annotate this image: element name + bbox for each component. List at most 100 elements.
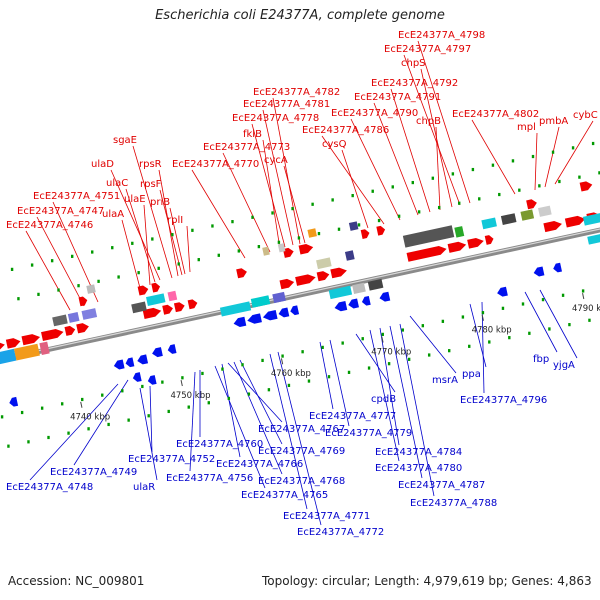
axis-tick xyxy=(381,336,384,343)
track-dot xyxy=(558,179,561,184)
reverse-gene-label: EcE24377A_4777 xyxy=(309,411,396,422)
feature-box-shape xyxy=(520,209,535,221)
track-dot xyxy=(81,397,84,402)
forward-gene xyxy=(162,304,173,315)
track-dot xyxy=(511,159,515,163)
forward-gene-shape xyxy=(137,285,149,296)
feature-box-shape xyxy=(367,278,384,291)
reverse-gene xyxy=(125,357,135,368)
forward-callout xyxy=(534,132,538,191)
forward-gene-shape xyxy=(295,274,316,286)
forward-gene xyxy=(76,323,89,334)
forward-gene xyxy=(279,278,295,290)
feature-box xyxy=(250,295,271,308)
track-dot xyxy=(241,363,244,367)
track-dot xyxy=(77,284,80,288)
feature-box-shape xyxy=(167,290,178,302)
track-dot xyxy=(127,418,130,422)
feature-box-shape xyxy=(402,225,455,248)
track-dot xyxy=(111,246,114,250)
forward-gene xyxy=(282,247,294,258)
reverse-gene-shape xyxy=(278,307,290,318)
track-dot xyxy=(327,375,331,379)
forward-gene-label: EcE24377A_4790 xyxy=(331,108,418,119)
feature-box xyxy=(316,257,332,270)
reverse-gene-label: EcE24377A_4771 xyxy=(283,511,370,522)
reverse-gene xyxy=(553,262,563,273)
forward-callout xyxy=(321,135,385,225)
track-dot xyxy=(311,202,314,206)
forward-gene xyxy=(298,244,314,255)
forward-callout xyxy=(373,102,419,216)
forward-callout xyxy=(341,149,369,229)
feature-box-shape xyxy=(39,341,50,356)
reverse-callout xyxy=(329,339,350,427)
forward-gene-label: pmbA xyxy=(539,116,568,127)
track-dot xyxy=(191,228,194,232)
track-dot xyxy=(391,185,394,189)
track-dot xyxy=(37,292,40,296)
track-dot xyxy=(321,345,324,349)
axis-tick-label: 4790 kbp xyxy=(572,304,600,314)
reverse-gene xyxy=(137,354,149,365)
feature-box xyxy=(52,314,68,327)
track-dot xyxy=(97,279,100,283)
forward-callout xyxy=(169,207,186,275)
reverse-gene xyxy=(278,307,290,318)
forward-callout xyxy=(390,88,431,213)
feature-box-shape xyxy=(316,257,332,270)
axis-tick xyxy=(481,314,484,321)
track-dot xyxy=(297,236,301,240)
track-dot xyxy=(591,141,595,146)
feature-box-shape xyxy=(146,293,166,306)
track-dot xyxy=(341,341,344,345)
track-dot xyxy=(231,220,234,224)
forward-gene xyxy=(41,329,64,341)
reverse-gene-shape xyxy=(132,372,142,382)
reverse-gene xyxy=(147,375,157,385)
track-dot xyxy=(237,249,241,253)
track-dot xyxy=(357,223,361,227)
feature-box xyxy=(454,226,465,238)
feature-box xyxy=(307,228,317,238)
reverse-gene-label: EcE24377A_4766 xyxy=(216,459,303,470)
track-dot xyxy=(40,406,44,410)
track-dot xyxy=(491,163,495,167)
track-dot xyxy=(47,435,50,440)
reverse-gene xyxy=(334,301,348,312)
track-dot xyxy=(598,171,600,175)
reverse-gene-shape xyxy=(361,295,371,306)
track-dot xyxy=(117,275,120,279)
reverse-gene-label: EcE24377A_4760 xyxy=(176,439,263,450)
reverse-callout xyxy=(369,329,400,462)
forward-gene xyxy=(376,225,386,236)
forward-gene-label: EcE24377A_4751 xyxy=(33,191,120,202)
feature-box xyxy=(262,246,270,256)
forward-callout xyxy=(283,165,306,244)
forward-gene xyxy=(5,338,21,349)
reverse-gene xyxy=(9,396,19,407)
feature-box xyxy=(538,205,552,217)
forward-callout xyxy=(143,204,151,286)
track-dot xyxy=(531,154,535,159)
forward-gene-label: sgaE xyxy=(113,135,137,146)
forward-gene-label: EcE24377A_4782 xyxy=(253,87,340,98)
forward-gene-shape xyxy=(5,338,21,349)
forward-gene xyxy=(142,307,162,319)
feature-box-shape xyxy=(328,285,353,300)
forward-gene xyxy=(316,271,330,282)
forward-callout xyxy=(159,189,183,276)
reverse-gene-shape xyxy=(334,301,348,312)
reverse-callout xyxy=(269,353,308,510)
forward-gene xyxy=(64,325,76,336)
track-dot xyxy=(257,245,261,249)
track-dot xyxy=(207,401,210,405)
reverse-gene-label: EcE24377A_4788 xyxy=(410,498,497,509)
axis-tick-label: 4760 kbp xyxy=(271,369,311,379)
forward-gene xyxy=(137,285,149,296)
reverse-gene-shape xyxy=(152,347,163,358)
forward-gene xyxy=(0,341,5,353)
reverse-callout xyxy=(399,323,435,497)
forward-gene-label: EcE24377A_4778 xyxy=(232,113,319,124)
reverse-gene-label: ulaR xyxy=(133,482,155,493)
